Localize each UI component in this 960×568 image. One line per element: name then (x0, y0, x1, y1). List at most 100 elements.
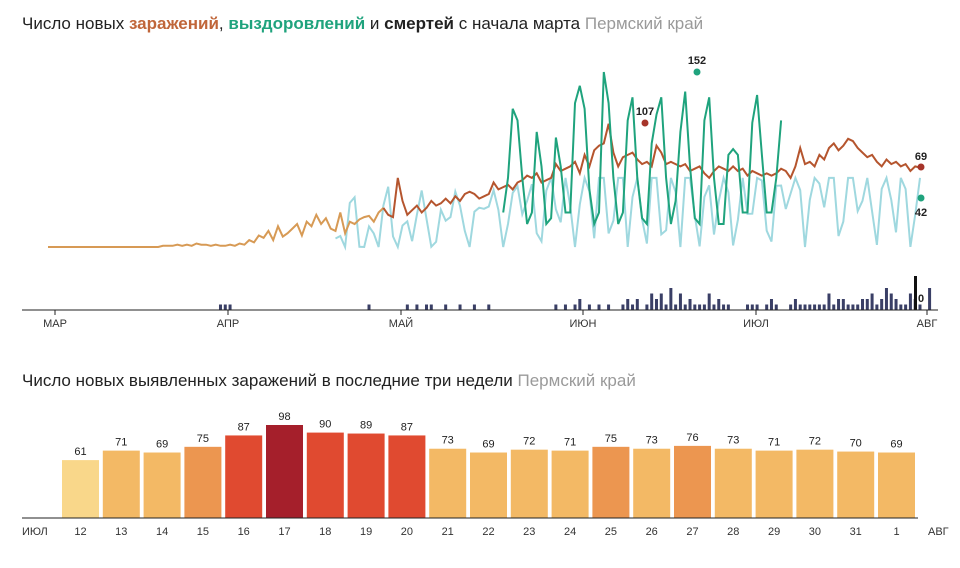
bar-category-label: 24 (564, 526, 576, 538)
deaths-bar (755, 304, 759, 310)
deaths-bar (717, 299, 721, 310)
deaths-last-bar (914, 276, 917, 310)
bar-value-label: 72 (809, 436, 821, 448)
recoveries-line (502, 71, 783, 228)
deaths-bar (626, 299, 630, 310)
deaths-bar (578, 299, 582, 310)
deaths-bar (669, 288, 673, 310)
deaths-bar (597, 304, 601, 310)
deaths-bar (846, 304, 850, 310)
deaths-bar (822, 304, 826, 310)
bar-category-label: 26 (646, 526, 658, 538)
bar-value-label: 87 (238, 421, 250, 433)
title-sep1: , (218, 14, 229, 33)
deaths-bar (793, 299, 797, 310)
bar-value-label: 71 (564, 437, 576, 449)
bar-x-start-label: ИЮЛ (22, 526, 48, 538)
deaths-bar (429, 304, 433, 310)
bar-category-label: 30 (809, 526, 821, 538)
bar (470, 452, 507, 518)
x-tick-label: ИЮЛ (743, 318, 769, 330)
deaths-bar (870, 293, 874, 310)
bar-category-label: 16 (238, 526, 250, 538)
deaths-bar (659, 293, 663, 310)
bar (796, 449, 834, 518)
bar-value-label: 69 (890, 439, 902, 451)
bar (633, 448, 671, 518)
bar-category-label: 15 (197, 526, 209, 538)
deaths-bar (817, 304, 821, 310)
deaths-bar (769, 299, 773, 310)
title-region: Пермский край (584, 14, 704, 33)
bar-category-label: 20 (401, 526, 413, 538)
deaths-bar (841, 299, 845, 310)
bar-category-label: 23 (523, 526, 535, 538)
deaths-bar (587, 304, 591, 310)
title-recoveries: выздоровлений (228, 14, 366, 33)
deaths-bar (712, 304, 716, 310)
bar-value-label: 69 (156, 439, 168, 451)
annotation-dot (693, 68, 701, 76)
bar (347, 433, 385, 518)
bar (184, 446, 222, 518)
bar (143, 452, 181, 518)
bottom-title-region: Пермский край (517, 371, 636, 390)
deaths-bar (487, 304, 491, 310)
deaths-bar (607, 304, 611, 310)
annotation-label: 0 (918, 293, 924, 305)
deaths-bar (650, 293, 654, 310)
bar-category-label: 29 (768, 526, 780, 538)
x-tick-label: ИЮН (570, 318, 597, 330)
deaths-bar (827, 293, 831, 310)
title-deaths: смертей (384, 14, 455, 33)
bar-value-label: 73 (727, 435, 739, 447)
deaths-bar (218, 304, 222, 310)
deaths-bar (789, 304, 793, 310)
bar-value-label: 73 (646, 435, 658, 447)
deaths-bar (573, 304, 577, 310)
bar-category-label: 28 (727, 526, 739, 538)
deaths-bar (698, 304, 702, 310)
bar-category-label: 18 (319, 526, 331, 538)
bar (266, 425, 303, 518)
deaths-bar (884, 288, 888, 310)
bar-category-label: 12 (74, 526, 86, 538)
deaths-bar (688, 299, 692, 310)
deaths-bar (425, 304, 429, 310)
bar (714, 448, 752, 518)
deaths-bar (774, 304, 778, 310)
bar-value-label: 89 (360, 420, 372, 432)
deaths-bar (894, 299, 898, 310)
deaths-bar (746, 304, 750, 310)
deaths-bar (415, 304, 419, 310)
deaths-bar (865, 299, 869, 310)
bottom-chart-title: Число новых выявленных заражений в после… (22, 371, 636, 391)
title-sep2: и (365, 14, 385, 33)
x-tick-label: АВГ (917, 318, 938, 330)
deaths-bar (750, 304, 754, 310)
deaths-bar (798, 304, 802, 310)
bar-value-label: 76 (686, 432, 698, 444)
deaths-bar (880, 299, 884, 310)
bar (878, 452, 915, 518)
deaths-bar (683, 304, 687, 310)
annotation-dot (641, 119, 649, 127)
bar-category-label: 21 (442, 526, 454, 538)
bar (551, 450, 589, 518)
bar-value-label: 90 (319, 419, 331, 431)
title-prefix: Число новых (22, 14, 129, 33)
deaths-bar (472, 304, 476, 310)
infections-line-early (48, 207, 385, 248)
deaths-bar (702, 304, 706, 310)
deaths-bar (803, 304, 807, 310)
deaths-bar (908, 293, 912, 310)
bar-value-label: 71 (115, 437, 127, 449)
deaths-bar (707, 293, 711, 310)
bar (225, 435, 263, 518)
deaths-bar (444, 304, 448, 310)
bar-category-label: 25 (605, 526, 617, 538)
top-chart-title: Число новых заражений, выздоровлений и с… (22, 14, 703, 34)
deaths-bar (861, 299, 865, 310)
deaths-bar (904, 304, 908, 310)
bar (837, 451, 875, 518)
